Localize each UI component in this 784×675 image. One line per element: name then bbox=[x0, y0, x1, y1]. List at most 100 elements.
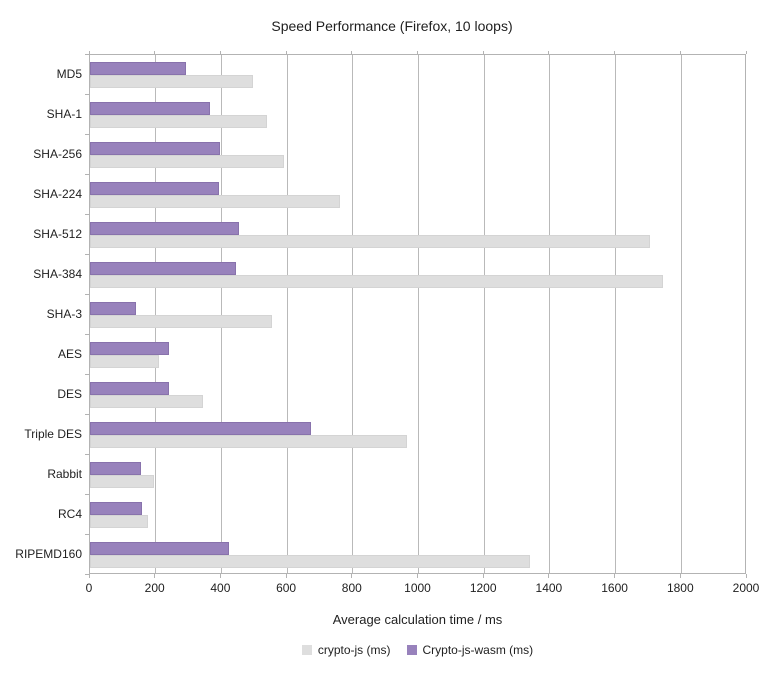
x-axis-tick bbox=[154, 574, 156, 578]
x-axis-tick bbox=[219, 574, 221, 578]
y-axis-tick bbox=[85, 413, 89, 415]
bar-des-crypto-js bbox=[90, 395, 204, 408]
bar-aes-crypto-js-wasm bbox=[90, 342, 170, 355]
legend-label: Crypto-js-wasm (ms) bbox=[422, 643, 534, 657]
bar-ripemd160-crypto-js-wasm bbox=[90, 542, 230, 555]
y-axis-tick bbox=[85, 573, 89, 575]
gridline bbox=[418, 55, 419, 573]
y-axis-tick bbox=[85, 53, 89, 55]
y-axis-tick bbox=[85, 173, 89, 175]
y-axis-tick bbox=[85, 293, 89, 295]
x-axis-tick bbox=[745, 574, 747, 578]
x-axis-tick-top bbox=[482, 51, 484, 54]
x-tick-label: 2000 bbox=[732, 581, 760, 595]
bar-rabbit-crypto-js bbox=[90, 475, 155, 488]
category-label: SHA-256 bbox=[33, 147, 82, 161]
category-label: SHA-384 bbox=[33, 267, 82, 281]
bar-sha-256-crypto-js bbox=[90, 155, 284, 168]
bar-sha-256-crypto-js-wasm bbox=[90, 142, 221, 155]
x-axis-tick bbox=[351, 574, 353, 578]
bar-md5-crypto-js-wasm bbox=[90, 62, 186, 75]
bar-rc4-crypto-js bbox=[90, 515, 149, 528]
y-axis-tick bbox=[85, 453, 89, 455]
category-label: SHA-224 bbox=[33, 187, 82, 201]
bar-sha-3-crypto-js bbox=[90, 315, 273, 328]
x-axis-tick bbox=[548, 574, 550, 578]
y-axis-tick bbox=[85, 213, 89, 215]
x-tick-label: 1800 bbox=[666, 581, 694, 595]
x-tick-label: 400 bbox=[210, 581, 231, 595]
x-axis-tick bbox=[285, 574, 287, 578]
gridline bbox=[549, 55, 551, 573]
gridline bbox=[680, 55, 682, 573]
gridline bbox=[483, 55, 485, 573]
legend-label: crypto-js (ms) bbox=[317, 643, 391, 657]
bar-sha-512-crypto-js-wasm bbox=[90, 222, 240, 235]
y-axis-tick bbox=[85, 253, 89, 255]
legend-item-crypto-js-wasm: Crypto-js-wasm (ms) bbox=[406, 643, 534, 657]
x-tick-label: 1200 bbox=[469, 581, 497, 595]
y-axis-tick bbox=[85, 493, 89, 495]
bar-sha-512-crypto-js bbox=[90, 235, 651, 248]
x-axis-tick bbox=[417, 574, 418, 578]
x-axis-tick-top bbox=[417, 51, 418, 54]
x-tick-label: 1000 bbox=[404, 581, 431, 595]
category-label: Rabbit bbox=[47, 467, 82, 481]
bar-triple-des-crypto-js bbox=[90, 435, 407, 448]
bar-aes-crypto-js bbox=[90, 355, 159, 368]
x-axis-tick-top bbox=[219, 51, 221, 54]
category-label: SHA-3 bbox=[46, 307, 82, 321]
bar-triple-des-crypto-js-wasm bbox=[90, 422, 311, 435]
x-axis-tick-top bbox=[285, 51, 287, 54]
plot-area bbox=[89, 54, 746, 574]
x-axis-tick-top bbox=[679, 51, 681, 54]
legend-swatch-crypto-js bbox=[301, 645, 312, 655]
x-tick-label: 600 bbox=[276, 581, 297, 595]
chart-title: Speed Performance (Firefox, 10 loops) bbox=[271, 18, 513, 34]
bar-rabbit-crypto-js-wasm bbox=[90, 462, 141, 475]
x-tick-label: 200 bbox=[144, 581, 165, 595]
y-axis-tick bbox=[85, 333, 89, 335]
x-axis-tick-top bbox=[745, 51, 747, 54]
category-label: MD5 bbox=[56, 67, 82, 81]
x-axis-tick-top bbox=[614, 51, 616, 54]
gridline bbox=[220, 55, 222, 573]
x-tick-label: 1600 bbox=[601, 581, 628, 595]
category-label: SHA-512 bbox=[33, 227, 82, 241]
bar-sha-3-crypto-js-wasm bbox=[90, 302, 136, 315]
bar-sha-1-crypto-js bbox=[90, 115, 268, 128]
bar-rc4-crypto-js-wasm bbox=[90, 502, 142, 515]
y-axis-tick bbox=[85, 93, 89, 95]
x-axis-tick bbox=[679, 574, 681, 578]
x-axis-tick-top bbox=[154, 51, 156, 54]
bar-sha-384-crypto-js bbox=[90, 275, 664, 288]
x-axis-tick-top bbox=[548, 51, 550, 54]
category-label: Triple DES bbox=[24, 427, 82, 441]
category-label: DES bbox=[57, 387, 82, 401]
x-axis-tick bbox=[88, 574, 90, 578]
x-tick-label: 1400 bbox=[535, 581, 563, 595]
x-axis-tick-top bbox=[351, 51, 353, 54]
y-axis-tick bbox=[85, 133, 89, 135]
x-axis-tick bbox=[614, 574, 616, 578]
legend-swatch-crypto-js-wasm bbox=[406, 645, 417, 655]
x-axis-tick bbox=[482, 574, 484, 578]
gridline bbox=[286, 55, 288, 573]
gridline bbox=[352, 55, 354, 573]
x-tick-label: 800 bbox=[341, 581, 362, 595]
gridline bbox=[155, 55, 157, 573]
x-axis-tick-top bbox=[88, 51, 90, 54]
x-tick-label: 0 bbox=[85, 581, 93, 595]
x-axis-title: Average calculation time / ms bbox=[332, 612, 503, 627]
category-label: SHA-1 bbox=[46, 107, 82, 121]
bar-sha-224-crypto-js bbox=[90, 195, 340, 208]
bar-sha-1-crypto-js-wasm bbox=[90, 102, 210, 115]
bar-sha-384-crypto-js-wasm bbox=[90, 262, 236, 275]
category-label: RC4 bbox=[57, 507, 82, 521]
bar-md5-crypto-js bbox=[90, 75, 253, 88]
category-label: AES bbox=[57, 347, 82, 361]
gridline bbox=[615, 55, 617, 573]
bar-des-crypto-js-wasm bbox=[90, 382, 170, 395]
bar-sha-224-crypto-js-wasm bbox=[90, 182, 220, 195]
